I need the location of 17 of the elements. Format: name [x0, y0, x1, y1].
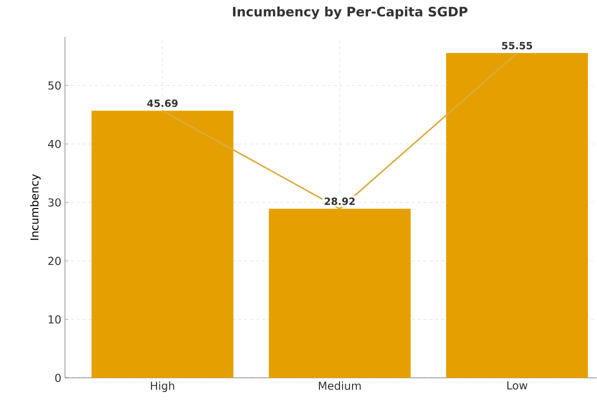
- y-tick-label: 30: [48, 198, 61, 207]
- x-tick-label: High: [150, 381, 174, 392]
- y-tick-label: 0: [55, 374, 61, 382]
- bar: [446, 53, 588, 378]
- bar: [92, 110, 234, 378]
- bar: [268, 208, 411, 378]
- data-label: 45.69: [147, 100, 178, 108]
- y-tick-label: 10: [48, 315, 61, 324]
- y-tick-label: 50: [48, 81, 61, 90]
- x-tick-label: Medium: [318, 381, 361, 390]
- y-tick-label: 40: [48, 140, 61, 148]
- y-tick-label: 20: [48, 256, 61, 266]
- x-tick-label: Low: [507, 381, 528, 390]
- y-axis-title: Incumbency: [30, 174, 41, 240]
- data-label: 28.92: [324, 198, 355, 206]
- chart-title: Incumbency by Per-Capita SGDP: [233, 6, 468, 20]
- data-label: 55.55: [502, 42, 532, 50]
